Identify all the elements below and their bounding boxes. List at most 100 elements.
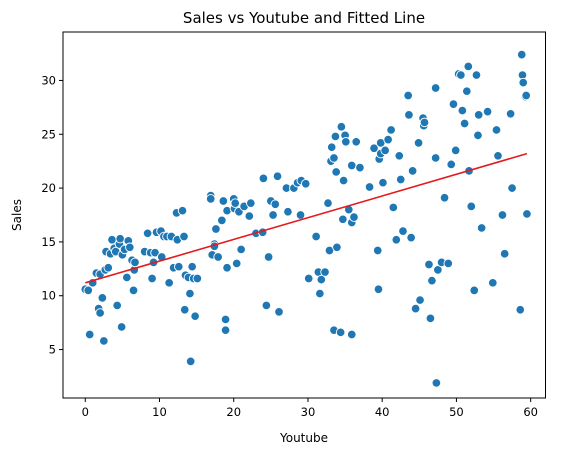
data-point-95	[295, 210, 306, 220]
data-point-183	[499, 248, 510, 259]
data-point-112	[332, 242, 342, 253]
data-point-65	[217, 215, 227, 226]
data-point-126	[364, 182, 375, 192]
data-point-166	[456, 70, 466, 80]
data-point-66	[218, 196, 229, 206]
data-point-186	[515, 304, 526, 315]
data-point-52	[185, 288, 195, 299]
data-point-103	[320, 267, 330, 277]
data-point-176	[473, 110, 484, 120]
data-point-2	[84, 329, 95, 340]
data-point-98	[303, 273, 314, 284]
data-point-147	[413, 138, 424, 148]
data-point-111	[331, 167, 341, 177]
data-point-8	[97, 293, 108, 303]
data-point-174	[471, 70, 482, 80]
data-point-113	[335, 327, 346, 338]
data-point-48	[179, 231, 189, 242]
data-point-187	[517, 49, 527, 60]
data-point-118	[341, 137, 351, 147]
x-tick-label: 20	[226, 405, 241, 419]
data-point-69	[222, 263, 232, 273]
data-point-180	[491, 125, 502, 135]
data-point-50	[179, 304, 190, 315]
data-point-192	[522, 209, 532, 219]
data-point-153	[425, 313, 436, 324]
data-point-154	[427, 275, 437, 286]
data-point-12	[103, 263, 114, 273]
y-axis: 5 10 15 20 25 30	[41, 73, 63, 357]
data-point-145	[407, 166, 418, 176]
x-tick-label: 60	[523, 405, 538, 419]
data-point-25	[125, 242, 135, 253]
data-point-161	[443, 258, 454, 269]
data-point-46	[174, 261, 184, 272]
data-point-79	[246, 198, 256, 208]
x-tick-label: 50	[449, 405, 464, 419]
data-point-184	[505, 109, 516, 119]
data-point-9	[99, 336, 109, 346]
y-axis-label: Sales	[10, 199, 24, 231]
data-point-76	[236, 244, 246, 255]
data-point-136	[386, 125, 396, 135]
data-point-189	[518, 77, 528, 88]
data-point-17	[112, 300, 122, 311]
data-point-137	[388, 202, 399, 213]
data-point-129	[373, 284, 384, 295]
data-point-175	[473, 130, 483, 141]
data-point-124	[351, 137, 361, 147]
data-point-185	[507, 183, 517, 193]
data-point-116	[338, 175, 349, 186]
data-point-20	[116, 322, 127, 332]
data-point-177	[476, 223, 487, 233]
data-point-158	[433, 265, 443, 275]
data-point-163	[448, 99, 459, 109]
y-tick-label: 15	[41, 235, 56, 249]
data-point-139	[394, 151, 405, 161]
data-point-97	[300, 179, 311, 189]
x-tick-label: 10	[152, 405, 167, 419]
y-tick-label: 10	[41, 289, 56, 303]
data-point-64	[213, 252, 223, 262]
data-point-128	[372, 245, 383, 256]
data-point-115	[338, 214, 348, 225]
data-point-122	[347, 329, 357, 340]
data-point-142	[403, 90, 413, 101]
chart-title: Sales vs Youtube and Fitted Line	[183, 9, 425, 27]
data-point-54	[187, 261, 197, 272]
x-tick-label: 0	[82, 405, 89, 419]
data-point-157	[431, 378, 442, 388]
data-point-148	[415, 295, 425, 305]
data-point-102	[316, 274, 327, 285]
data-point-6	[95, 308, 105, 318]
data-point-191	[521, 90, 531, 101]
data-point-1	[83, 285, 93, 296]
data-point-127	[369, 143, 379, 154]
y-tick-label: 30	[41, 73, 56, 87]
plot-frame	[62, 31, 546, 399]
data-point-179	[488, 278, 498, 288]
data-point-57	[192, 273, 203, 284]
y-tick-label: 20	[41, 181, 56, 195]
data-point-155	[430, 153, 441, 163]
data-point-143	[404, 110, 414, 120]
data-point-181	[493, 151, 503, 161]
data-point-68	[220, 325, 231, 335]
data-point-151	[419, 117, 430, 128]
data-point-141	[398, 226, 408, 236]
data-point-88	[270, 199, 281, 209]
data-point-90	[274, 307, 284, 317]
x-axis-label: Youtube	[279, 431, 328, 445]
data-point-108	[329, 153, 339, 163]
data-point-114	[336, 121, 347, 132]
data-point-19	[115, 233, 125, 244]
data-point-89	[272, 171, 283, 181]
data-point-133	[378, 177, 388, 188]
data-point-83	[261, 300, 272, 311]
data-point-92	[283, 207, 293, 217]
data-point-73	[230, 198, 240, 208]
y-tick-label: 5	[49, 343, 56, 357]
data-point-59	[205, 194, 216, 204]
data-point-123	[349, 212, 359, 222]
